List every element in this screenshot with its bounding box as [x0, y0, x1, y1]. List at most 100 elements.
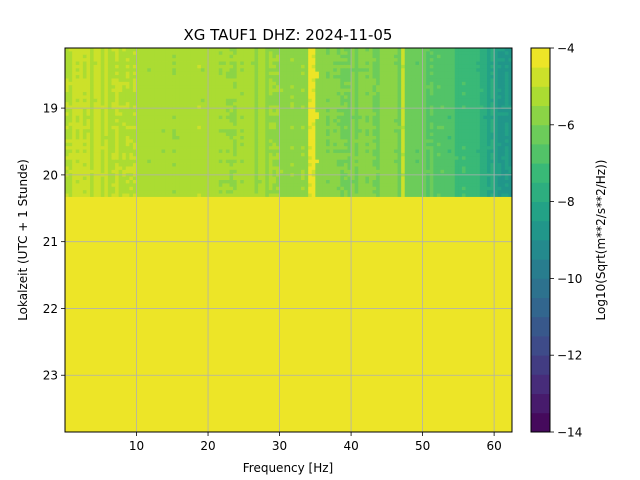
spectrogram-cell	[86, 115, 91, 120]
spectrogram-cell	[358, 132, 363, 137]
spectrogram-cell	[225, 119, 230, 123]
spectrogram-cell	[225, 115, 230, 120]
spectrogram-cell	[222, 71, 227, 76]
spectrogram-cell	[361, 125, 366, 130]
spectrogram-cell	[372, 176, 377, 181]
spectrogram-cell	[190, 125, 195, 130]
spectrogram-cell	[82, 166, 87, 171]
spectrogram-cell	[322, 64, 327, 69]
spectrogram-cell	[243, 48, 248, 52]
spectrogram-cell	[93, 125, 98, 130]
spectrogram-cell	[297, 92, 302, 96]
spectrogram-cell	[354, 176, 359, 181]
spectrogram-cell	[401, 125, 406, 130]
spectrogram-cell	[326, 48, 331, 52]
spectrogram-cell	[218, 95, 223, 100]
spectrogram-cell	[104, 156, 109, 161]
spectrogram-cell	[75, 136, 80, 140]
spectrogram-cell	[358, 105, 363, 110]
spectrogram-cell	[193, 54, 198, 59]
spectrogram-cell	[372, 98, 377, 103]
spectrogram-cell	[447, 142, 452, 147]
spectrogram-cell	[140, 176, 145, 181]
spectrogram-cell	[243, 166, 248, 171]
spectrogram-cell	[90, 132, 95, 137]
spectrogram-cell	[354, 152, 359, 157]
spectrogram-cell	[275, 85, 280, 90]
spectrogram-cell	[436, 180, 441, 184]
spectrogram-cell	[308, 85, 313, 90]
spectrogram-cell	[408, 88, 413, 93]
spectrogram-cell	[268, 129, 273, 134]
spectrogram-cell	[150, 102, 155, 106]
spectrogram-cell	[118, 129, 123, 134]
spectrogram-cell	[236, 122, 241, 127]
spectrogram-cell	[172, 64, 177, 69]
spectrogram-cell	[165, 95, 170, 100]
spectrogram-cell	[461, 92, 466, 96]
spectrogram-cell	[336, 64, 341, 69]
spectrogram-cell	[82, 108, 87, 113]
spectrogram-cell	[107, 119, 112, 123]
spectrogram-cell	[472, 95, 477, 100]
spectrogram-cell	[107, 132, 112, 137]
spectrogram-cell	[454, 176, 459, 181]
spectrogram-cell	[501, 85, 506, 90]
spectrogram-cell	[501, 159, 506, 164]
spectrogram-cell	[143, 88, 148, 93]
spectrogram-cell	[218, 78, 223, 83]
spectrogram-cell	[351, 129, 356, 134]
spectrogram-cell	[297, 169, 302, 174]
spectrogram-cell	[193, 108, 198, 113]
spectrogram-cell	[415, 92, 420, 96]
spectrogram-cell	[125, 64, 130, 69]
spectrogram-cell	[68, 163, 73, 167]
spectrogram-cell	[283, 61, 288, 66]
spectrogram-cell	[322, 108, 327, 113]
spectrogram-cell	[279, 88, 284, 93]
spectrogram-cell	[254, 163, 259, 167]
spectrogram-cell	[461, 163, 466, 167]
spectrogram-cell	[347, 180, 352, 184]
spectrogram-cell	[161, 112, 166, 117]
spectrogram-cell	[140, 163, 145, 167]
spectrogram-cell	[197, 71, 202, 76]
spectrogram-cell	[200, 129, 205, 134]
spectrogram-cell	[272, 146, 277, 150]
spectrogram-cell	[204, 142, 209, 147]
spectrogram-cell	[75, 156, 80, 161]
spectrogram-cell	[190, 92, 195, 96]
spectrogram-cell	[469, 98, 474, 103]
spectrogram-cell	[401, 180, 406, 184]
spectrogram-cell	[240, 68, 245, 73]
spectrogram-cell	[401, 92, 406, 96]
spectrogram-cell	[172, 108, 177, 113]
spectrogram-cell	[308, 105, 313, 110]
spectrogram-cell	[215, 54, 220, 59]
spectrogram-cell	[451, 75, 456, 79]
spectrogram-cell	[508, 136, 513, 140]
spectrogram-cell	[354, 169, 359, 174]
spectrogram-cell	[236, 125, 241, 130]
spectrogram-cell	[275, 132, 280, 137]
spectrogram-cell	[411, 68, 416, 73]
spectrogram-cell	[354, 112, 359, 117]
spectrogram-cell	[419, 105, 423, 110]
spectrogram-cell	[247, 108, 252, 113]
spectrogram-cell	[368, 142, 373, 147]
spectrogram-cell	[415, 176, 420, 181]
spectrogram-cell	[261, 176, 266, 181]
spectrogram-cell	[165, 112, 170, 117]
spectrogram-cell	[333, 71, 338, 76]
spectrogram-cell	[333, 54, 338, 59]
spectrogram-cell	[118, 156, 123, 161]
spectrogram-cell	[140, 54, 145, 59]
spectrogram-cell	[311, 68, 316, 73]
spectrogram-cell	[451, 68, 456, 73]
spectrogram-cell	[261, 88, 266, 93]
spectrogram-cell	[433, 64, 438, 69]
spectrogram-cell	[408, 51, 413, 56]
spectrogram-cell	[193, 136, 198, 140]
spectrogram-cell	[154, 61, 159, 66]
spectrogram-cell	[383, 115, 388, 120]
